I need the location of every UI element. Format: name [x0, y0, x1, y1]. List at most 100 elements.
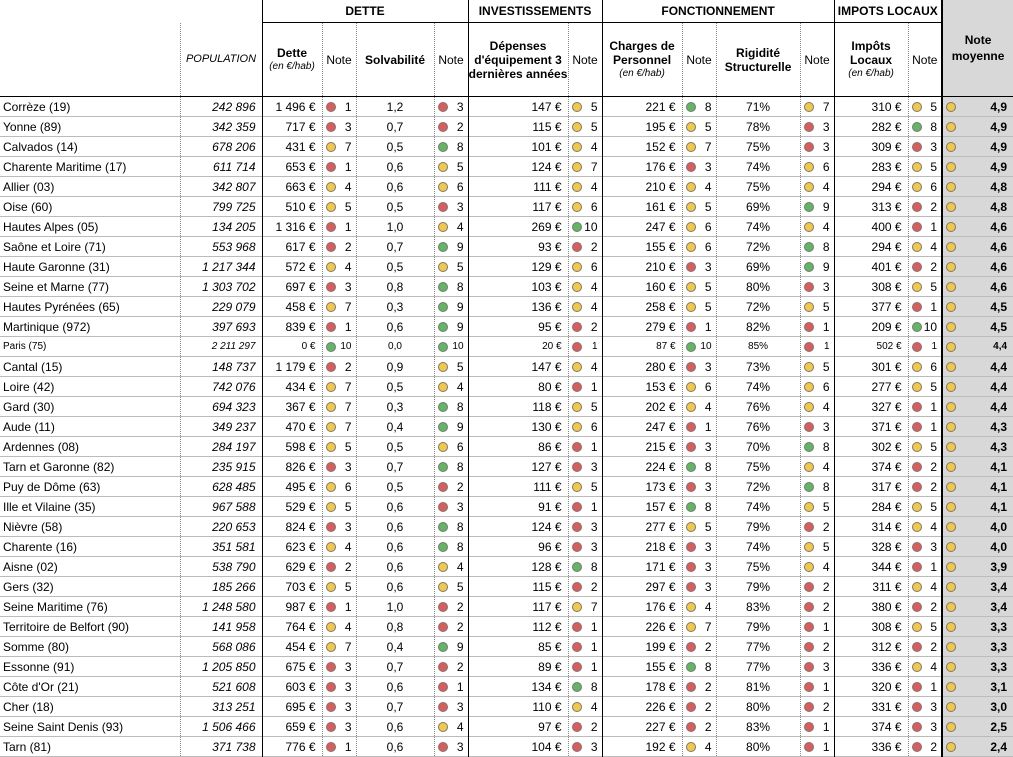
average-value: 3,3 [990, 619, 1008, 634]
rigidite-value: 75% [715, 456, 801, 477]
status-dot-icon [437, 601, 448, 612]
score-value: 3 [590, 539, 598, 554]
solvabilite-note: 5 [433, 576, 469, 597]
dette-value: 0 € [261, 336, 322, 357]
status-dot-icon [571, 281, 582, 292]
status-dot-icon [803, 101, 814, 112]
table-row: Seine Saint Denis (93) 1 506 466 659 €3 0,6… [0, 716, 1013, 737]
dette-value: 697 € [261, 276, 322, 297]
dette-value: 987 € [261, 596, 322, 617]
population-value: 1 248 580 [179, 596, 262, 617]
departement-name: Ardennes (08) [3, 439, 80, 454]
impots-value: 294 € [833, 176, 909, 197]
status-dot-icon [685, 681, 696, 692]
note-moyenne: 4,6 [941, 236, 1013, 257]
score-value: 4 [704, 599, 712, 614]
table-row: Yonne (89) 342 359 717 €3 0,7 2 115 €5 195 €5 7… [0, 116, 1013, 137]
status-dot-icon [685, 561, 696, 572]
solvabilite-note: 2 [433, 656, 469, 677]
charges-value: 210 € [601, 176, 683, 197]
impots-note: 5 [907, 436, 943, 457]
status-dot-icon [803, 581, 814, 592]
impots-note: 1 [907, 676, 943, 697]
table-row: Oise (60) 799 725 510 €5 0,5 3 117 €6 161 €5 69… [0, 196, 1013, 217]
impots-value: 371 € [833, 416, 909, 437]
depenses-note: 4 [567, 356, 603, 377]
charges-note: 8 [681, 656, 717, 677]
average-value: 4,1 [990, 459, 1008, 474]
dette-note: 3 [321, 456, 356, 477]
solvabilite-note: 3 [433, 96, 469, 117]
average-value: 4,9 [990, 99, 1008, 114]
rigidite-value: 69% [715, 256, 801, 277]
departement-name: Cantal (15) [3, 359, 63, 374]
impots-note: 1 [907, 416, 943, 437]
table-row: Somme (80) 568 086 454 €7 0,4 9 85 €1 199 €2 77… [0, 636, 1013, 657]
score-value: 3 [822, 419, 830, 434]
impots-value: 310 € [833, 96, 909, 117]
dette-value: 839 € [261, 316, 322, 337]
status-dot-icon [911, 401, 922, 412]
solvabilite-value: 0,7 [355, 116, 434, 137]
status-dot-icon [571, 701, 582, 712]
average-value: 4,8 [990, 199, 1008, 214]
dette-value: 659 € [261, 716, 322, 737]
solvabilite-value: 0,7 [355, 696, 434, 717]
solvabilite-value: 0,7 [355, 456, 434, 477]
status-dot-icon [911, 381, 922, 392]
solvabilite-note: 2 [433, 476, 469, 497]
note-moyenne: 4,3 [941, 416, 1013, 437]
score-value: 3 [344, 679, 352, 694]
rigidite-note: 2 [799, 516, 835, 537]
note-moyenne: 4,6 [941, 276, 1013, 297]
departement-name: Calvados (14) [3, 139, 78, 154]
score-value: 7 [344, 419, 352, 434]
table-row: Allier (03) 342 807 663 €4 0,6 6 111 €4 210 €4… [0, 176, 1013, 197]
rigidite-value: 76% [715, 416, 801, 437]
header-departement [0, 22, 180, 97]
score-value: 3 [456, 199, 464, 214]
dette-value: 603 € [261, 676, 322, 697]
status-dot-icon [803, 701, 814, 712]
status-dot-icon [685, 441, 696, 452]
departement-name: Hautes Pyrénées (65) [3, 299, 120, 314]
status-dot-icon [325, 301, 336, 312]
depenses-note: 2 [567, 576, 603, 597]
depenses-value: 104 € [467, 736, 569, 757]
rigidite-value: 70% [715, 436, 801, 457]
score-value: 1 [822, 719, 830, 734]
solvabilite-note: 3 [433, 696, 469, 717]
score-value: 8 [456, 519, 464, 534]
table-row: Saône et Loire (71) 553 968 617 €2 0,7 9 93 €… [0, 236, 1013, 257]
note-moyenne: 3,0 [941, 696, 1013, 717]
score-value: 1 [344, 599, 352, 614]
average-value: 3,1 [990, 679, 1008, 694]
solvabilite-note: 9 [433, 416, 469, 437]
depenses-value: 130 € [467, 416, 569, 437]
solvabilite-value: 0,4 [355, 636, 434, 657]
charges-value: 218 € [601, 536, 683, 557]
status-dot-icon [325, 381, 336, 392]
score-value: 8 [822, 239, 830, 254]
score-value: 4 [344, 619, 352, 634]
rigidite-note: 8 [799, 476, 835, 497]
solvabilite-note: 5 [433, 356, 469, 377]
status-dot-icon [685, 181, 696, 192]
status-dot-icon [325, 741, 336, 752]
status-dot-icon [803, 141, 814, 152]
score-value: 1 [590, 619, 598, 634]
table-row: Hautes Pyrénées (65) 229 079 458 € 7 0,3 9 136… [0, 296, 1013, 317]
charges-note: 2 [681, 676, 717, 697]
score-value: 1 [930, 399, 938, 414]
rigidite-note: 1 [799, 316, 835, 337]
charges-note: 7 [681, 136, 717, 157]
population-value: 2 211 297 [179, 336, 262, 357]
dette-value: 458 € [261, 296, 322, 317]
dette-note: 3 [321, 716, 356, 737]
table-row: Puy de Dôme (63) 628 485 495 €6 0,5 2 111 €5 1… [0, 476, 1013, 497]
impots-note: 5 [907, 496, 943, 517]
note-moyenne: 3,9 [941, 556, 1013, 577]
note-moyenne: 4,4 [941, 376, 1013, 397]
depenses-note: 10 [567, 216, 603, 237]
note-moyenne: 4,9 [941, 136, 1013, 157]
